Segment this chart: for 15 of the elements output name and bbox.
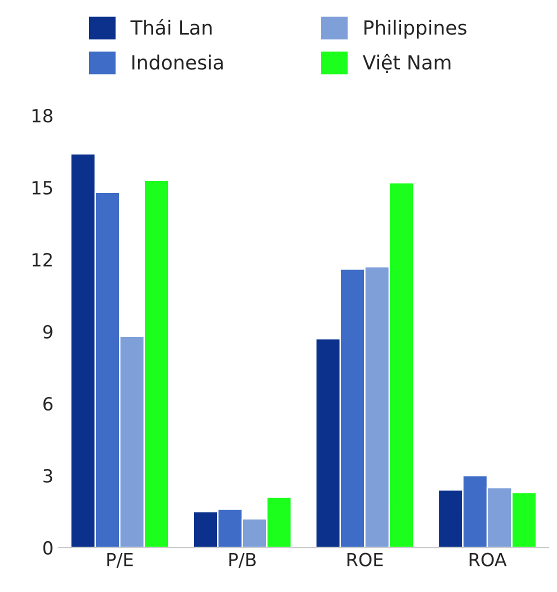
legend-label: Thái Lan — [130, 19, 212, 35]
legend-label: Indonesia — [132, 54, 223, 70]
x-tick-label: ROE — [348, 552, 383, 566]
y-tick-label: 15 — [32, 181, 52, 195]
y-tick-label: 18 — [32, 108, 52, 123]
y-tick-label: 6 — [43, 397, 52, 411]
x-tick-label: ROA — [470, 552, 507, 566]
legend-label: Việt Nam — [362, 54, 450, 73]
y-tick-label: 9 — [43, 324, 52, 339]
y-tick-label: 3 — [44, 469, 52, 483]
x-tick-label: P/E — [107, 553, 133, 568]
y-tick-label: 12 — [32, 252, 52, 266]
x-tick-label: P/B — [229, 553, 256, 568]
legend-label: Philippines — [364, 20, 466, 39]
y-tick-label: 0 — [43, 541, 52, 555]
